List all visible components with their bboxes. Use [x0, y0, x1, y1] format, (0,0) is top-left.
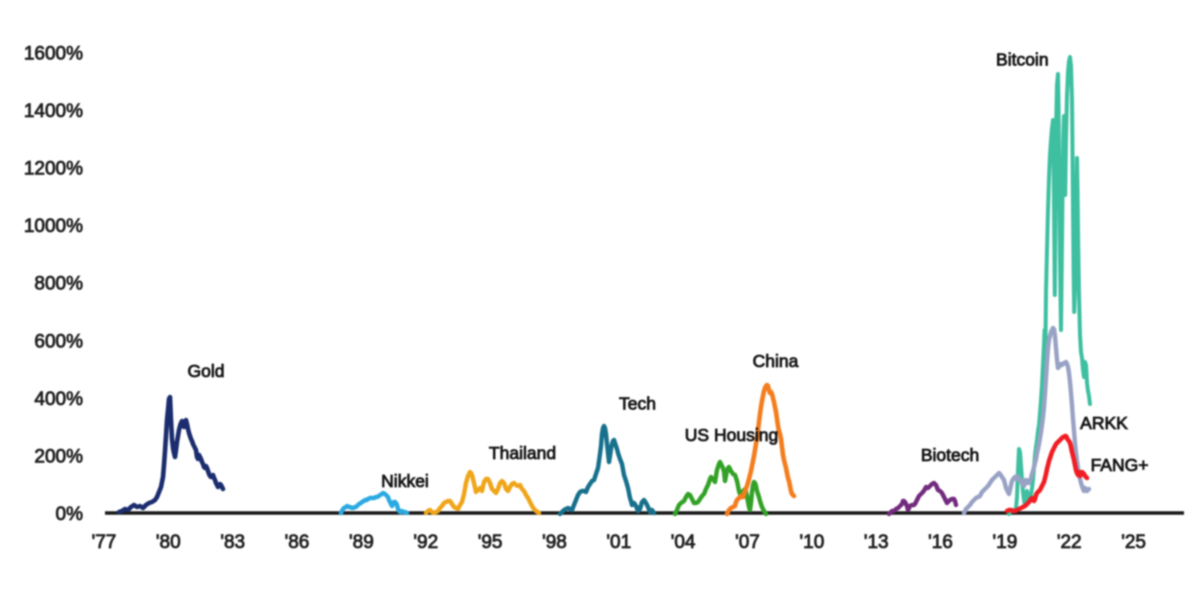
- svg-text:Nikkei: Nikkei: [381, 471, 429, 491]
- svg-text:US Housing: US Housing: [685, 425, 778, 445]
- svg-text:'01: '01: [606, 532, 631, 553]
- svg-text:Tech: Tech: [619, 394, 656, 414]
- svg-text:'80: '80: [156, 532, 181, 553]
- svg-text:1000%: 1000%: [24, 216, 83, 237]
- svg-text:'92: '92: [413, 532, 438, 553]
- svg-text:800%: 800%: [34, 274, 83, 295]
- svg-text:'83: '83: [220, 532, 245, 553]
- svg-text:1200%: 1200%: [24, 159, 83, 180]
- svg-text:'07: '07: [735, 532, 760, 553]
- svg-text:'22: '22: [1057, 532, 1082, 553]
- svg-text:'13: '13: [864, 532, 889, 553]
- svg-text:1400%: 1400%: [24, 101, 83, 122]
- svg-text:'98: '98: [542, 532, 567, 553]
- svg-text:'95: '95: [478, 532, 503, 553]
- svg-text:0%: 0%: [56, 504, 84, 525]
- svg-text:Thailand: Thailand: [489, 443, 556, 463]
- svg-text:FANG+: FANG+: [1091, 455, 1149, 475]
- svg-text:'89: '89: [349, 532, 374, 553]
- svg-text:Gold: Gold: [188, 361, 225, 381]
- svg-text:China: China: [753, 351, 799, 371]
- svg-text:'86: '86: [285, 532, 310, 553]
- svg-text:'77: '77: [92, 532, 117, 553]
- svg-text:400%: 400%: [34, 389, 83, 410]
- svg-text:'19: '19: [993, 532, 1018, 553]
- svg-text:200%: 200%: [34, 446, 83, 467]
- svg-text:'10: '10: [800, 532, 825, 553]
- svg-text:600%: 600%: [34, 331, 83, 352]
- svg-text:1600%: 1600%: [24, 44, 83, 65]
- svg-text:ARKK: ARKK: [1080, 413, 1128, 433]
- svg-text:'25: '25: [1121, 532, 1146, 553]
- svg-text:'04: '04: [671, 532, 696, 553]
- svg-text:Bitcoin: Bitcoin: [996, 50, 1049, 70]
- svg-text:Biotech: Biotech: [921, 445, 979, 465]
- svg-text:'16: '16: [928, 532, 953, 553]
